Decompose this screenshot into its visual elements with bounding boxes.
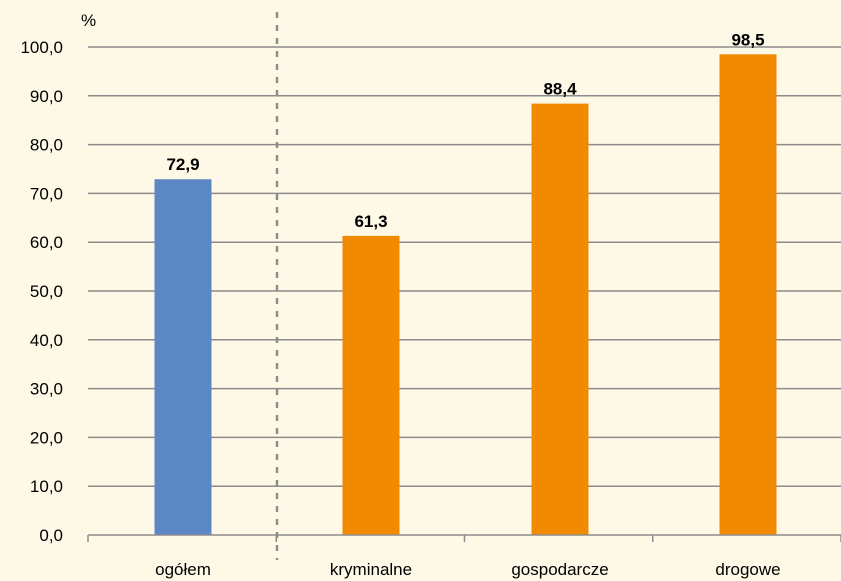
- x-axis: ogółem kryminalne gospodarcze drogowe: [87, 534, 841, 579]
- y-tick-label: 20,0: [30, 428, 63, 447]
- y-tick-label: 50,0: [30, 282, 63, 301]
- data-label: 61,3: [354, 212, 387, 231]
- y-tick-label: 40,0: [30, 331, 63, 350]
- x-category-label: gospodarcze: [511, 560, 608, 579]
- bar: [154, 179, 212, 536]
- y-tick-label: 0,0: [39, 526, 63, 545]
- bar: [342, 235, 400, 535]
- bar: [531, 103, 589, 535]
- bar: [719, 54, 777, 535]
- y-tick-label: 90,0: [30, 87, 63, 106]
- x-category-label: ogółem: [155, 560, 211, 579]
- data-label: 88,4: [543, 80, 577, 99]
- y-axis-ticks: 0,0 10,0 20,0 30,0 40,0 50,0 60,0 70,0 80,0 90,0 1…: [20, 38, 63, 545]
- x-category-label: drogowe: [715, 560, 780, 579]
- data-label: 72,9: [166, 155, 199, 174]
- y-tick-label: 80,0: [30, 136, 63, 155]
- gridlines: [88, 46, 841, 487]
- y-unit-label: %: [81, 11, 96, 30]
- y-tick-label: 70,0: [30, 184, 63, 203]
- y-tick-label: 30,0: [30, 380, 63, 399]
- y-tick-label: 60,0: [30, 233, 63, 252]
- data-label: 98,5: [731, 30, 764, 49]
- bars: 72,9 61,3 88,4 98,5: [154, 30, 777, 536]
- y-tick-label: 10,0: [30, 477, 63, 496]
- y-tick-label: 100,0: [20, 38, 63, 57]
- x-category-label: kryminalne: [330, 560, 412, 579]
